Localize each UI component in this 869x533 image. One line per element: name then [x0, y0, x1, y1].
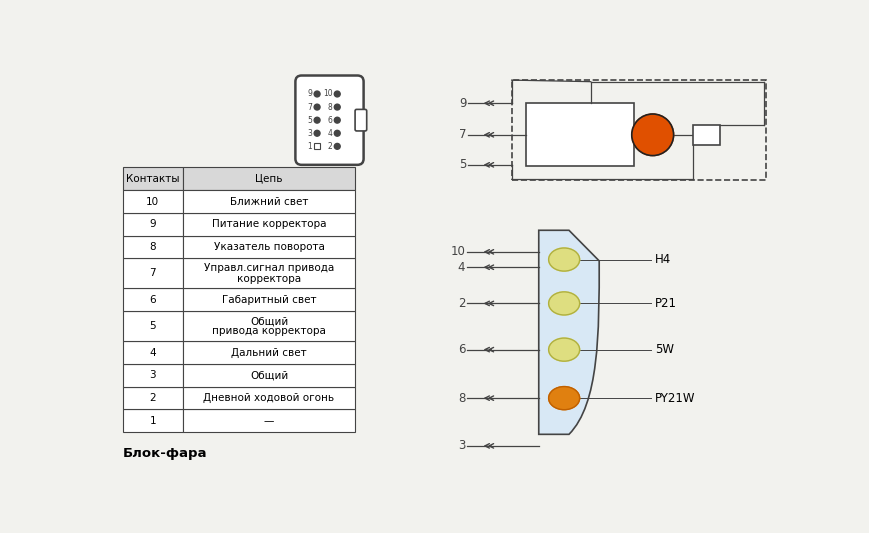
Bar: [183, 364, 355, 386]
Ellipse shape: [548, 248, 580, 271]
Text: 6: 6: [328, 116, 333, 125]
Text: 3: 3: [458, 439, 465, 453]
Circle shape: [315, 91, 320, 97]
Text: 7: 7: [149, 269, 156, 278]
Bar: [183, 341, 355, 364]
Text: 8: 8: [149, 242, 156, 252]
Bar: [123, 190, 183, 213]
Text: H4: H4: [655, 253, 671, 266]
Circle shape: [335, 131, 340, 136]
Text: 10: 10: [323, 90, 333, 99]
Bar: [123, 341, 183, 364]
Circle shape: [335, 143, 340, 149]
Text: 5W: 5W: [655, 343, 674, 356]
Bar: [123, 288, 183, 311]
Text: корректора: корректора: [237, 273, 302, 284]
Text: P21: P21: [655, 297, 677, 310]
Text: 2: 2: [328, 142, 333, 151]
Text: 2: 2: [458, 297, 465, 310]
Bar: [183, 409, 355, 432]
Circle shape: [315, 117, 320, 123]
Ellipse shape: [548, 338, 580, 361]
Text: Габаритный свет: Габаритный свет: [222, 295, 316, 305]
Text: Управл.сигнал привода: Управл.сигнал привода: [204, 263, 335, 273]
Text: 5: 5: [460, 158, 467, 171]
Bar: [123, 213, 183, 236]
Text: Питание корректора: Питание корректора: [212, 219, 326, 229]
Text: Цепь: Цепь: [255, 174, 282, 184]
Bar: [183, 167, 355, 190]
Text: Указатель поворота: Указатель поворота: [214, 242, 324, 252]
Text: 6: 6: [149, 295, 156, 305]
Circle shape: [335, 117, 340, 123]
Bar: [183, 311, 355, 341]
Text: Блок-фара: Блок-фара: [123, 447, 207, 461]
Circle shape: [315, 104, 320, 110]
Bar: [183, 259, 355, 288]
Text: 3: 3: [308, 129, 313, 138]
FancyBboxPatch shape: [295, 76, 363, 165]
Text: Дальний свет: Дальний свет: [231, 348, 307, 358]
Bar: [123, 311, 183, 341]
Text: 10: 10: [450, 245, 465, 259]
Bar: [183, 213, 355, 236]
Text: 1: 1: [308, 142, 313, 151]
Bar: [123, 386, 183, 409]
Text: 4: 4: [458, 261, 465, 274]
Text: 5: 5: [149, 321, 156, 331]
PathPatch shape: [539, 230, 600, 434]
Bar: [183, 236, 355, 259]
Bar: [123, 364, 183, 386]
Bar: [183, 190, 355, 213]
Text: Общий: Общий: [250, 370, 289, 380]
Text: 7: 7: [459, 128, 467, 141]
Bar: [183, 288, 355, 311]
Bar: [526, 103, 634, 166]
Bar: [123, 167, 183, 190]
Text: 8: 8: [458, 392, 465, 405]
Bar: [123, 236, 183, 259]
Ellipse shape: [548, 292, 580, 315]
Text: 4: 4: [149, 348, 156, 358]
Circle shape: [632, 114, 673, 156]
Text: 3: 3: [149, 370, 156, 380]
Bar: [693, 125, 720, 145]
Text: 9: 9: [459, 96, 467, 110]
Text: Ближний свет: Ближний свет: [230, 197, 308, 207]
Text: 5: 5: [308, 116, 313, 125]
Bar: [123, 409, 183, 432]
Circle shape: [315, 131, 320, 136]
Text: 4: 4: [328, 129, 333, 138]
Text: 7: 7: [308, 102, 313, 111]
Circle shape: [335, 104, 340, 110]
Text: 1: 1: [149, 416, 156, 426]
Bar: [314, 143, 320, 149]
Text: Контакты: Контакты: [126, 174, 180, 184]
Bar: [123, 259, 183, 288]
Text: 10: 10: [146, 197, 159, 207]
Text: 9: 9: [149, 219, 156, 229]
Text: PY21W: PY21W: [655, 392, 695, 405]
Text: привода корректора: привода корректора: [212, 326, 326, 336]
Ellipse shape: [548, 386, 580, 410]
Text: Дневной ходовой огонь: Дневной ходовой огонь: [203, 393, 335, 403]
Text: Общий: Общий: [250, 316, 289, 326]
Text: 8: 8: [328, 102, 333, 111]
FancyBboxPatch shape: [355, 109, 367, 131]
Bar: [512, 80, 766, 180]
Text: 6: 6: [458, 343, 465, 356]
Text: 2: 2: [149, 393, 156, 403]
Text: 9: 9: [308, 90, 313, 99]
Text: —: —: [264, 416, 275, 426]
Bar: [183, 386, 355, 409]
Circle shape: [335, 91, 340, 97]
